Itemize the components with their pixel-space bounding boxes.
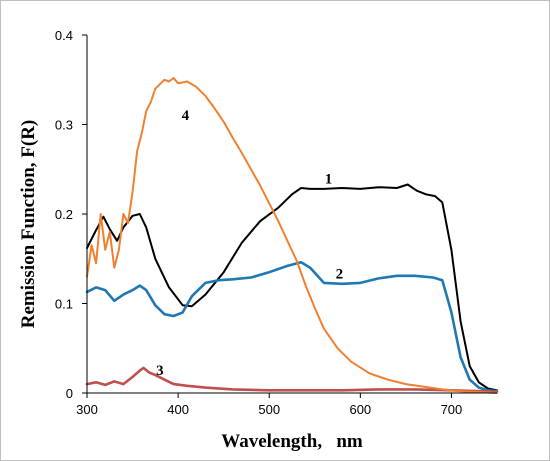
x-tick-label: 400 — [167, 402, 189, 417]
series-label-4: 4 — [182, 108, 190, 124]
series-line-2 — [85, 261, 499, 393]
series-line-3 — [85, 366, 499, 394]
series-label-2: 2 — [336, 266, 344, 282]
series-line-1 — [86, 183, 498, 392]
series-label-layer: 1 2 3 4 — [156, 108, 343, 379]
y-axis-title: Remission Function, F(R) — [18, 120, 39, 328]
series-line-4 — [86, 77, 498, 394]
y-tick-label: 0.4 — [55, 28, 73, 43]
y-tick-label: 0.1 — [55, 297, 73, 312]
x-tick-label: 700 — [441, 402, 463, 417]
x-axis-title: Wavelength, nm — [221, 431, 363, 452]
axes — [86, 35, 497, 394]
series-label-1: 1 — [325, 172, 333, 188]
x-tick-label: 600 — [349, 402, 371, 417]
y-tick-label: 0.2 — [55, 207, 73, 222]
series-label-3: 3 — [156, 363, 164, 379]
x-tick-label: 300 — [76, 402, 98, 417]
y-tick-label: 0 — [66, 386, 73, 401]
series-layer — [85, 77, 499, 394]
ticks: 300 400 500 600 700 0 0.1 0.2 0.3 0.4 — [55, 28, 462, 417]
y-tick-label: 0.3 — [55, 118, 73, 133]
x-tick-label: 500 — [258, 402, 280, 417]
